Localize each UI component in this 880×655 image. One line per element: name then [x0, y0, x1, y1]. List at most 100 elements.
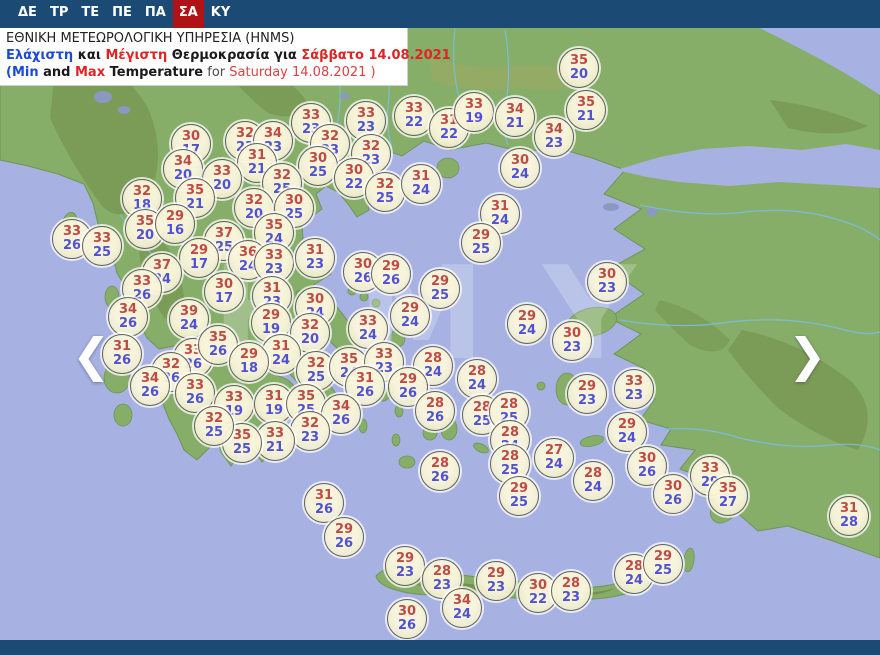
min-temp: 23 — [624, 388, 644, 403]
min-temp: 26 — [353, 271, 373, 286]
max-temp: 29 — [398, 372, 418, 387]
min-temp: 20 — [300, 332, 320, 347]
max-temp: 31 — [264, 389, 284, 404]
temp-station: 28 23 — [551, 571, 591, 611]
max-temp: 28 — [583, 466, 603, 481]
max-temp: 33 — [464, 97, 484, 112]
max-temp: 31 — [490, 199, 510, 214]
max-temp: 32 — [375, 177, 395, 192]
max-temp: 33 — [374, 347, 394, 362]
max-temp: 30 — [305, 292, 325, 307]
min-temp: 26 — [140, 385, 160, 400]
title-segment: Temperature — [105, 65, 204, 80]
max-temp: 35 — [208, 330, 228, 345]
day-tab-ΠΕ[interactable]: ΠΕ — [112, 5, 132, 20]
min-temp: 23 — [395, 565, 415, 580]
min-temp: 26 — [334, 536, 354, 551]
max-temp: 34 — [118, 302, 138, 317]
min-temp: 21 — [265, 440, 285, 455]
min-temp: 20 — [569, 67, 589, 82]
min-temp: 24 — [452, 607, 472, 622]
min-temp: 24 — [624, 573, 644, 588]
max-temp: 30 — [663, 479, 683, 494]
max-temp: 33 — [700, 461, 720, 476]
day-tab-ΤΕ[interactable]: ΤΕ — [81, 5, 100, 20]
max-temp: 33 — [265, 426, 285, 441]
temp-station: 34 26 — [108, 297, 148, 337]
day-tab-ΤΡ[interactable]: ΤΡ — [49, 5, 69, 20]
max-temp: 29 — [430, 274, 450, 289]
temp-station: 30 23 — [552, 321, 592, 361]
max-temp: 32 — [272, 168, 292, 183]
temp-station: 29 26 — [371, 254, 411, 294]
min-temp: 25 — [308, 165, 328, 180]
min-temp: 25 — [204, 425, 224, 440]
min-temp: 25 — [471, 242, 491, 257]
temp-station: 29 24 — [607, 412, 647, 452]
temp-station: 30 26 — [387, 599, 427, 639]
max-temp: 33 — [301, 108, 321, 123]
next-day-arrow-icon[interactable]: ❯ — [788, 328, 827, 382]
max-temp: 33 — [224, 390, 244, 405]
temp-station: 35 20 — [559, 48, 599, 88]
temp-station: 29 26 — [324, 517, 364, 557]
min-temp: 23 — [544, 136, 564, 151]
max-temp: 30 — [637, 451, 657, 466]
day-tab-ΔΕ[interactable]: ΔΕ — [18, 5, 37, 20]
max-temp: 31 — [839, 501, 859, 516]
max-temp: 29 — [486, 566, 506, 581]
min-temp: 18 — [239, 361, 259, 376]
max-temp: 32 — [320, 129, 340, 144]
max-temp: 31 — [262, 281, 282, 296]
day-tab-ΠΑ[interactable]: ΠΑ — [144, 5, 166, 20]
day-tab-ΚΥ[interactable]: ΚΥ — [210, 5, 231, 20]
min-temp: 25 — [214, 240, 234, 255]
temp-station: 27 24 — [534, 438, 574, 478]
temp-station: 29 16 — [155, 204, 195, 244]
previous-day-arrow-icon[interactable]: ❮ — [72, 328, 111, 382]
max-temp: 32 — [244, 193, 264, 208]
max-temp: 28 — [423, 351, 443, 366]
min-temp: 26 — [62, 238, 82, 253]
min-temp: 21 — [247, 162, 267, 177]
title-segment: Max — [74, 65, 106, 80]
temp-station: 31 24 — [401, 164, 441, 204]
title-segment: and — [38, 65, 75, 80]
max-temp: 28 — [432, 564, 452, 579]
temp-station: 29 25 — [461, 223, 501, 263]
max-temp: 33 — [185, 378, 205, 393]
max-temp: 29 — [617, 417, 637, 432]
max-temp: 32 — [361, 139, 381, 154]
max-temp: 30 — [344, 163, 364, 178]
min-temp: 25 — [509, 495, 529, 510]
min-temp: 24 — [423, 365, 443, 380]
max-temp: 29 — [334, 522, 354, 537]
max-temp: 33 — [358, 314, 378, 329]
min-temp: 21 — [185, 197, 205, 212]
max-temp: 31 — [314, 488, 334, 503]
temp-station: 28 26 — [415, 391, 455, 431]
min-temp: 26 — [398, 386, 418, 401]
day-tab-ΣΑ[interactable]: ΣΑ — [172, 0, 204, 28]
max-temp: 33 — [212, 164, 232, 179]
min-temp: 26 — [425, 410, 445, 425]
temp-station: 29 26 — [388, 367, 428, 407]
min-temp: 25 — [232, 442, 252, 457]
max-temp: 33 — [356, 106, 376, 121]
max-temp: 35 — [296, 389, 316, 404]
max-temp: 29 — [189, 243, 209, 258]
min-temp: 26 — [185, 392, 205, 407]
header-box: ΕΘΝΙΚΗ ΜΕΤΕΩΡΟΛΟΓΙΚΗ ΥΠΗΡΕΣΙΑ (HNMS) Ελά… — [0, 28, 451, 86]
max-temp: 29 — [165, 209, 185, 224]
min-temp: 23 — [486, 580, 506, 595]
temp-station: 30 26 — [653, 474, 693, 514]
max-temp: 31 — [439, 113, 459, 128]
min-temp: 24 — [510, 167, 530, 182]
temp-station: 30 23 — [587, 262, 627, 302]
min-temp: 26 — [663, 493, 683, 508]
temp-station: 32 25 — [194, 406, 234, 446]
min-temp: 25 — [472, 414, 492, 429]
